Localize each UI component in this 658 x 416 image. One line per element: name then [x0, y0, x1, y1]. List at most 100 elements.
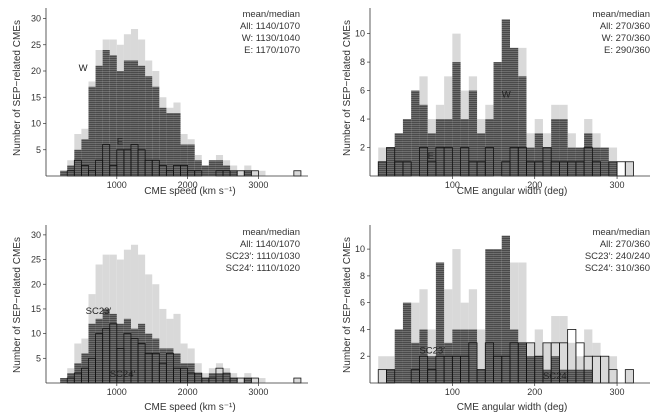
bar — [258, 378, 266, 383]
series-annotation: SC23′ — [419, 346, 445, 357]
bar — [145, 76, 153, 176]
bar — [223, 373, 231, 384]
y-tick-label: 5 — [36, 353, 41, 363]
bar — [468, 329, 478, 383]
bar — [230, 378, 238, 383]
x-tick-label: 100 — [445, 387, 460, 397]
bar — [130, 244, 139, 383]
bar — [477, 329, 486, 383]
bar — [625, 369, 634, 383]
bar — [411, 90, 420, 176]
legend-header: mean/median — [592, 227, 650, 238]
bar — [152, 338, 160, 383]
bar — [526, 356, 535, 383]
bar — [534, 133, 543, 176]
bar — [194, 160, 202, 176]
bar — [123, 60, 131, 176]
bar — [468, 90, 478, 176]
y-tick-label: 30 — [31, 230, 41, 240]
bar — [123, 249, 131, 383]
panel-width-west-east: Number of SEP−related CMEs CME angular w… — [342, 8, 650, 197]
y-tick-label: 4 — [360, 324, 365, 334]
y-tick-label: 10 — [31, 119, 41, 129]
panel-speed-west-east: Number of SEP−related CMEs CME speed (km… — [12, 8, 308, 197]
bar — [435, 262, 445, 383]
x-tick-label: 1000 — [107, 387, 127, 397]
bar — [444, 289, 453, 383]
bar — [145, 274, 153, 384]
bar — [60, 378, 68, 383]
bar — [123, 318, 131, 383]
bar — [485, 249, 494, 383]
bar — [600, 147, 609, 176]
bar — [542, 342, 552, 383]
series-annotation: E — [428, 151, 434, 162]
bar — [402, 302, 412, 383]
bar — [592, 342, 601, 383]
series-annotation: W — [79, 63, 88, 74]
bar — [477, 369, 486, 383]
bar — [116, 259, 124, 383]
legend-header: mean/median — [242, 9, 300, 20]
bar — [201, 378, 209, 383]
y-tick-label: 6 — [360, 86, 365, 96]
bar — [116, 323, 124, 383]
y-tick-label: 10 — [31, 329, 41, 339]
bar — [477, 133, 486, 176]
y-tick-label: 25 — [31, 255, 41, 265]
bar — [452, 62, 461, 176]
legend-entry-series-3: SC24′: 1110/1020 — [226, 263, 300, 274]
legend-header: mean/median — [592, 9, 650, 20]
x-tick-label: 1000 — [107, 180, 127, 190]
bar — [394, 133, 403, 176]
y-axis-label: Number of SEP−related CMEs — [12, 237, 23, 373]
bar — [215, 363, 224, 383]
bar — [102, 308, 110, 383]
bar — [551, 119, 560, 176]
bar — [419, 104, 428, 176]
y-axis-label: Number of SEP−related CMEs — [342, 237, 353, 373]
x-tick-label: 2000 — [178, 387, 198, 397]
bar — [386, 369, 395, 383]
legend-entry-all: All: 270/360 — [600, 239, 650, 250]
y-axis-label: Number of SEP−related CMEs — [342, 20, 353, 156]
legend-entry-series-2: SC23′: 1110/1030 — [226, 251, 300, 262]
bar — [567, 342, 576, 383]
bar — [518, 76, 527, 176]
legend-entry-all: All: 270/360 — [600, 21, 650, 32]
bar — [386, 147, 395, 176]
legend-entry-all: All: 1140/1070 — [240, 239, 300, 250]
y-tick-label: 6 — [360, 298, 365, 308]
bar — [180, 363, 188, 383]
panel-width-cycles: Number of SEP−related CMEs CME angular w… — [342, 225, 650, 413]
y-tick-label: 2 — [360, 143, 365, 153]
y-tick-label: 5 — [36, 145, 41, 155]
bar — [394, 329, 403, 383]
panel-speed-cycles: Number of SEP−related CMEs CME speed (km… — [12, 225, 308, 413]
legend-entry-series-2: W: 1130/1040 — [242, 33, 300, 44]
bar — [575, 369, 585, 383]
series-dark — [378, 19, 618, 176]
bar — [493, 62, 502, 176]
bar — [152, 86, 160, 176]
bar — [411, 342, 420, 383]
x-axis-label: CME angular width (deg) — [457, 186, 568, 197]
bar — [584, 133, 593, 176]
y-tick-label: 15 — [31, 92, 41, 102]
bar — [402, 119, 412, 176]
bar — [244, 378, 252, 383]
bar — [194, 373, 202, 384]
bar — [551, 316, 560, 383]
bar — [542, 369, 552, 383]
x-tick-label: 2000 — [178, 180, 198, 190]
bar — [102, 50, 110, 176]
y-tick-label: 2 — [360, 351, 365, 361]
bar — [378, 161, 387, 176]
bar — [138, 323, 146, 383]
bar — [215, 160, 224, 176]
x-tick-label: 100 — [445, 180, 460, 190]
y-axis-label: Number of SEP−related CMEs — [12, 20, 23, 156]
bar — [559, 119, 568, 176]
bar — [237, 170, 245, 176]
y-tick-label: 10 — [355, 29, 365, 39]
